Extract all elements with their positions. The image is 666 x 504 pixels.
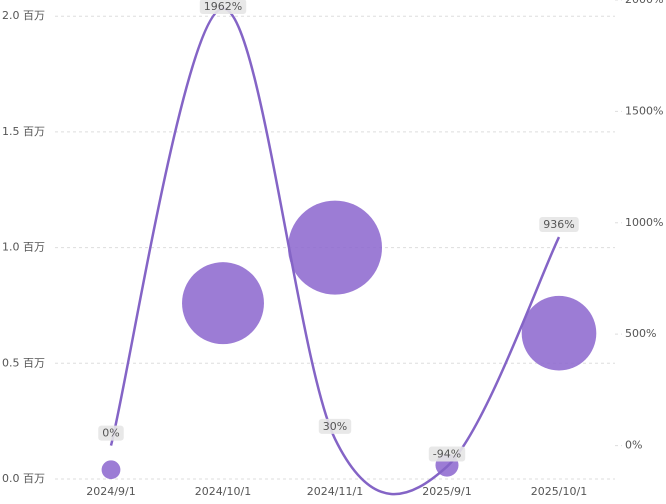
data-label-box <box>428 446 466 462</box>
y-tick-label: 1.5 百万 <box>2 125 45 138</box>
bubble <box>182 262 264 345</box>
data-label-text: 0% <box>102 427 119 440</box>
x-tick-label: 2024/11/1 <box>307 485 363 498</box>
x-tick-label: 2024/9/1 <box>86 485 135 498</box>
line <box>109 7 561 496</box>
data-label-box <box>98 425 124 441</box>
x-tick-label: 2024/10/1 <box>195 485 251 498</box>
y-tick-label: 0.5 百万 <box>2 356 45 369</box>
y-tick-label: 0.0 百万 <box>2 472 45 485</box>
y-tick-label: 2.0 百万 <box>2 9 45 22</box>
x-tick-label: 2025/10/1 <box>531 485 587 498</box>
y2-tick-label: 2000% <box>625 0 663 6</box>
y2-tick-label: 1000% <box>625 216 663 229</box>
y2-tick-label: 1500% <box>625 104 663 117</box>
y-tick-label: 1.0 百万 <box>2 241 45 254</box>
x-tick-label: 2025/9/1 <box>422 485 471 498</box>
data-label-text: 936% <box>543 218 574 231</box>
y2-tick-label: 0% <box>625 439 642 452</box>
data-label: 1962% <box>199 0 247 14</box>
data-label-box <box>318 418 352 434</box>
bubble <box>288 200 382 295</box>
data-label-text: -94% <box>433 448 461 461</box>
data-label: 0% <box>98 425 124 441</box>
bubble <box>101 460 121 480</box>
data-label-box <box>539 217 579 233</box>
data-label: 936% <box>539 217 579 233</box>
y2-tick-label: 500% <box>625 327 656 340</box>
data-label: 30% <box>318 418 352 434</box>
bubble <box>521 295 597 371</box>
data-label-text: 1962% <box>204 0 242 13</box>
data-label-box <box>199 0 247 14</box>
data-label-text: 30% <box>323 420 347 433</box>
data-label: -94% <box>428 446 466 462</box>
